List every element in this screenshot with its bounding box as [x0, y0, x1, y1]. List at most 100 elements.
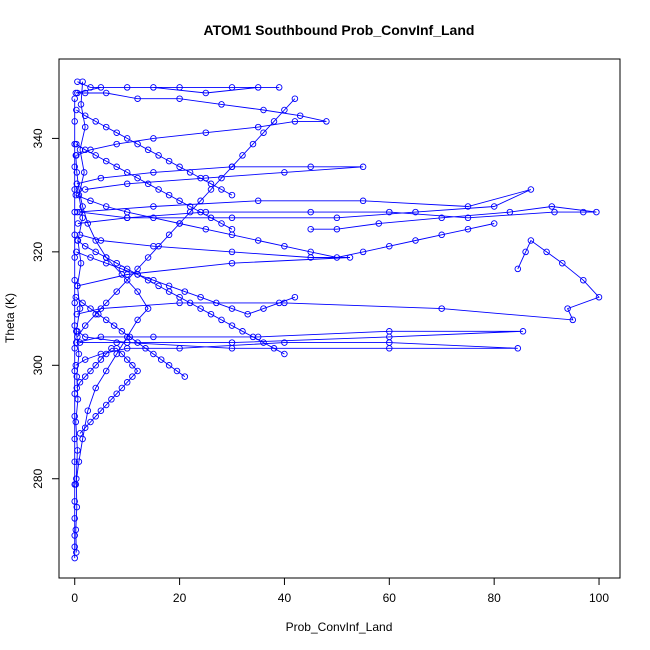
data-point [74, 282, 81, 290]
x-tick-label: 40 [278, 591, 292, 605]
data-point [207, 310, 215, 318]
data-point [519, 328, 527, 335]
data-point [291, 293, 299, 301]
data-point [73, 248, 80, 256]
data-point [333, 254, 341, 261]
series-8 [74, 203, 600, 233]
data-point [102, 367, 110, 375]
data-point [165, 231, 173, 239]
y-tick-label: 320 [31, 242, 45, 262]
data-point [176, 220, 183, 227]
series-line [76, 251, 296, 315]
data-point [108, 396, 115, 403]
data-point [81, 112, 89, 119]
series-11 [73, 89, 330, 159]
data-point [386, 242, 393, 250]
data-point [73, 373, 81, 380]
data-point [144, 305, 152, 312]
series-line [76, 92, 327, 156]
data-point [270, 118, 278, 125]
data-point [71, 515, 78, 522]
data-point [228, 248, 236, 256]
data-point [134, 316, 141, 324]
data-point [134, 288, 141, 295]
data-point [412, 237, 419, 244]
data-point [249, 333, 257, 341]
data-point [150, 350, 157, 358]
x-axis: 0 20 40 60 80 100 [71, 577, 609, 605]
data-point [260, 106, 267, 114]
data-point [254, 197, 262, 205]
data-point [102, 401, 110, 409]
x-axis-label: Prob_ConvInf_Land [286, 620, 393, 634]
data-point [155, 242, 162, 250]
data-point [181, 373, 189, 380]
data-point [76, 305, 84, 312]
data-point [228, 322, 236, 329]
data-point [239, 328, 246, 335]
data-point [87, 84, 94, 91]
data-point [270, 345, 278, 352]
data-point [102, 123, 110, 131]
data-point [73, 310, 81, 318]
data-point [438, 231, 445, 239]
data-point [155, 186, 162, 193]
data-point [291, 118, 299, 125]
data-point [543, 248, 550, 256]
data-point [123, 208, 131, 216]
data-point [97, 333, 105, 341]
data-point [464, 203, 472, 210]
data-point [144, 254, 152, 261]
data-point [74, 237, 81, 244]
data-point [72, 191, 80, 199]
series-line [75, 330, 518, 366]
data-point [97, 84, 105, 91]
data-point [176, 84, 183, 91]
data-point [102, 254, 110, 261]
data-point [87, 367, 94, 375]
data-point [569, 316, 577, 324]
series-10 [73, 163, 367, 193]
series-19 [73, 140, 236, 233]
data-point [228, 225, 236, 233]
data-point [202, 225, 210, 233]
data-point [72, 418, 80, 426]
data-point [73, 384, 81, 392]
data-point [92, 118, 99, 125]
x-tick-label: 100 [589, 591, 609, 605]
data-point [87, 305, 94, 312]
data-point [548, 203, 556, 210]
data-point [254, 84, 262, 91]
data-point [228, 259, 236, 267]
data-point [102, 299, 110, 307]
data-point [123, 135, 131, 142]
data-point [150, 135, 157, 142]
data-point [73, 503, 81, 511]
data-point [74, 396, 82, 403]
data-point [386, 208, 393, 216]
data-point [74, 208, 81, 216]
series-line [77, 206, 597, 230]
data-point [81, 242, 89, 250]
data-point [87, 418, 94, 426]
data-point [150, 203, 157, 210]
data-point [580, 208, 587, 216]
data-point [73, 549, 80, 556]
data-point [97, 407, 105, 414]
series-line [76, 347, 139, 434]
data-point [74, 78, 81, 85]
data-point [564, 305, 571, 312]
data-point [260, 339, 267, 346]
data-point [150, 169, 157, 176]
data-point [386, 345, 393, 352]
series-layer [71, 78, 603, 562]
data-point [80, 169, 88, 176]
data-point [81, 123, 89, 131]
data-point [207, 214, 215, 222]
y-axis: 280 300 320 340 [31, 128, 60, 489]
data-point [514, 265, 522, 273]
series-14 [73, 345, 141, 437]
data-point [126, 333, 134, 341]
data-point [386, 333, 393, 341]
